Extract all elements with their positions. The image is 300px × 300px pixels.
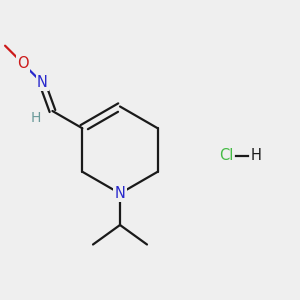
Text: Cl: Cl: [219, 148, 233, 164]
Text: H: H: [31, 112, 41, 125]
Text: N: N: [115, 186, 125, 201]
Text: H: H: [251, 148, 262, 164]
Text: N: N: [37, 75, 48, 90]
Text: O: O: [17, 56, 29, 71]
